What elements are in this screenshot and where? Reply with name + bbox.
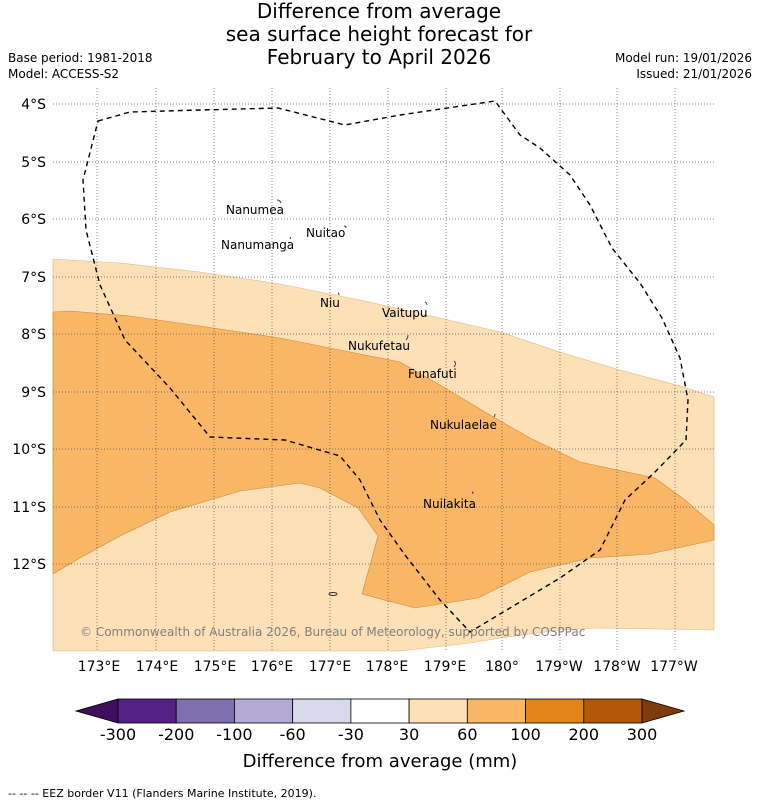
lat-label: 7°S bbox=[21, 270, 46, 286]
lat-label: 6°S bbox=[21, 212, 46, 228]
colorbar-tick-label: -30 bbox=[338, 725, 364, 744]
colorbar-tick-label: -60 bbox=[280, 725, 306, 744]
colorbar-tick-label: -100 bbox=[216, 725, 252, 744]
place-label: Nukufetau bbox=[348, 339, 410, 353]
colorbar-extend-high bbox=[641, 698, 686, 724]
place-label: Nuitao bbox=[306, 226, 345, 240]
title-line-1: Difference from average bbox=[256, 0, 502, 23]
lon-label: 180° bbox=[485, 659, 519, 675]
model-run: Model run: 19/01/2026 bbox=[614, 51, 752, 65]
island-nuilakita-shape bbox=[471, 491, 474, 495]
title-line-3: February to April 2026 bbox=[266, 45, 492, 69]
lon-label: 178°E bbox=[366, 659, 409, 675]
colorbar-extend-low bbox=[74, 698, 119, 724]
colorbar-tick-label: -200 bbox=[158, 725, 194, 744]
colorbar-tick-label: 200 bbox=[569, 725, 600, 744]
island-nukulaelae-shape bbox=[493, 413, 496, 418]
lat-label: 8°S bbox=[21, 327, 46, 343]
lat-label: 9°S bbox=[21, 385, 46, 401]
issued-date: Issued: 21/01/2026 bbox=[636, 67, 752, 81]
island-nanumea-shape bbox=[276, 199, 282, 204]
colorbar-segment bbox=[525, 698, 585, 724]
lon-label: 173°E bbox=[78, 659, 121, 675]
latitude-labels: 4°S 5°S 6°S 7°S 8°S 9°S 10°S 11°S 12°S bbox=[12, 97, 46, 573]
eez-border-note: -- -- -- EEZ border V11 (Flanders Marine… bbox=[8, 787, 316, 800]
island-vaitupu-shape bbox=[424, 301, 428, 306]
lat-label: 10°S bbox=[12, 442, 46, 458]
colorbar-segment bbox=[234, 698, 294, 724]
island-niu-shape bbox=[337, 292, 340, 296]
colorbar-tick-label: -300 bbox=[100, 725, 136, 744]
colorbar-segment bbox=[350, 698, 410, 724]
colorbar-segment bbox=[583, 698, 643, 724]
colorbar-title: Difference from average (mm) bbox=[243, 751, 518, 772]
lon-label: 178°W bbox=[593, 659, 641, 675]
lat-label: 11°S bbox=[12, 500, 46, 516]
place-label: Nanumanga bbox=[221, 238, 294, 252]
base-period: Base period: 1981-2018 bbox=[8, 51, 153, 65]
lon-label: 174°E bbox=[136, 659, 179, 675]
copyright-notice: © Commonwealth of Australia 2026, Bureau… bbox=[80, 625, 585, 639]
anomaly-band-60-100 bbox=[52, 310, 715, 609]
colorbar: -300 -200 -100 -60 -30 30 60 100 200 300 Differen… bbox=[74, 698, 686, 772]
model-name: Model: ACCESS-S2 bbox=[8, 67, 120, 81]
lon-label: 177°E bbox=[309, 659, 352, 675]
colorbar-tick-label: 60 bbox=[457, 725, 477, 744]
place-label: Funafuti bbox=[408, 367, 457, 381]
lat-label: 5°S bbox=[21, 155, 46, 171]
island-nuitao-shape bbox=[343, 225, 347, 229]
place-label: Nuilakita bbox=[423, 497, 476, 511]
lon-label: 179°E bbox=[424, 659, 467, 675]
place-label: Vaitupu bbox=[382, 306, 428, 320]
lon-label: 175°E bbox=[194, 659, 237, 675]
colorbar-segment bbox=[117, 698, 177, 724]
island-nukufetau-shape bbox=[405, 334, 409, 341]
colorbar-segment bbox=[175, 698, 235, 724]
lat-label: 4°S bbox=[21, 97, 46, 113]
longitude-labels: 173°E 174°E 175°E 176°E 177°E 178°E 179°… bbox=[78, 659, 698, 675]
colorbar-tick-label: 300 bbox=[627, 725, 658, 744]
island-funafuti-shape bbox=[453, 360, 456, 368]
colorbar-segment bbox=[292, 698, 352, 724]
islands bbox=[276, 199, 496, 596]
eez-border bbox=[82, 100, 689, 633]
title-line-2: sea surface height forecast for bbox=[225, 22, 533, 46]
lon-label: 176°E bbox=[251, 659, 294, 675]
lon-label: 179°W bbox=[535, 659, 583, 675]
reef-shape bbox=[328, 592, 338, 596]
place-label: Nanumea bbox=[226, 203, 284, 217]
colorbar-tick-label: 100 bbox=[510, 725, 541, 744]
place-label: Niu bbox=[320, 296, 340, 310]
map-title: Difference from average sea surface heig… bbox=[0, 0, 758, 69]
colorbar-tick-label: 30 bbox=[399, 725, 419, 744]
graticule bbox=[53, 88, 714, 651]
lat-label: 12°S bbox=[12, 557, 46, 573]
place-label: Nukulaelae bbox=[430, 418, 497, 432]
colorbar-segment bbox=[408, 698, 468, 724]
colorbar-segment bbox=[466, 698, 526, 724]
place-labels: Nanumea Nuitao Nanumanga Niu Vaitupu Nuk… bbox=[221, 203, 497, 511]
lon-label: 177°W bbox=[650, 659, 698, 675]
island-nanumanga-shape bbox=[289, 236, 291, 240]
